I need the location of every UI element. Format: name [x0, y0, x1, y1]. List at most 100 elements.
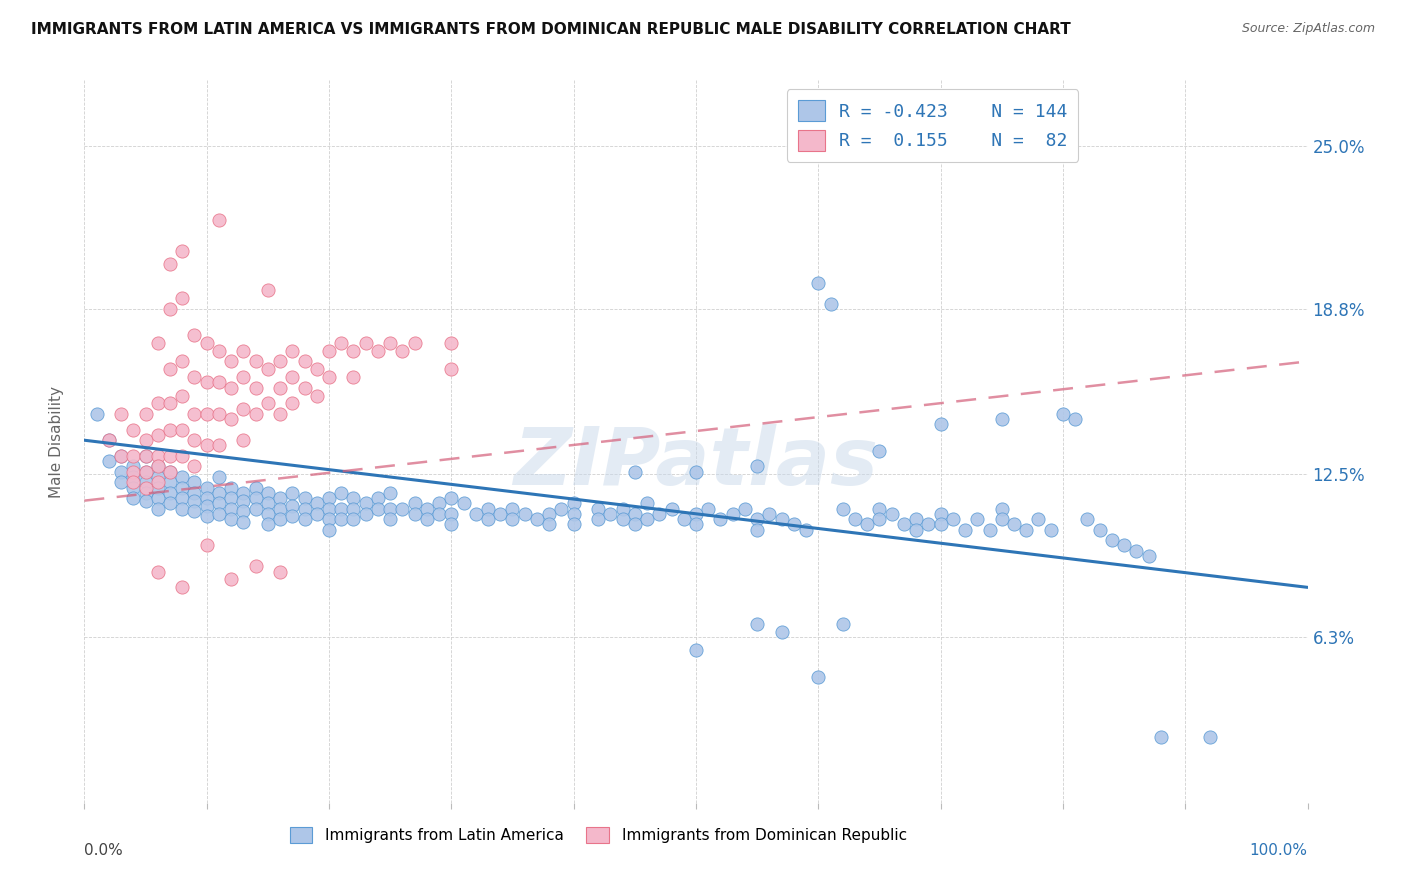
Point — [281, 485, 304, 500]
Point — [269, 501, 291, 516]
Point — [219, 512, 242, 526]
Point — [440, 491, 463, 505]
Point — [929, 517, 952, 532]
Point — [342, 501, 364, 516]
Point — [318, 370, 340, 384]
Point — [929, 507, 952, 521]
Point — [685, 465, 707, 479]
Point — [208, 470, 231, 484]
Point — [770, 625, 793, 640]
Point — [208, 343, 231, 358]
Point — [269, 512, 291, 526]
Point — [305, 507, 328, 521]
Point — [599, 507, 621, 521]
Point — [893, 517, 915, 532]
Point — [232, 485, 254, 500]
Point — [281, 509, 304, 524]
Point — [747, 523, 769, 537]
Point — [159, 301, 181, 316]
Point — [502, 501, 524, 516]
Point — [1028, 512, 1050, 526]
Point — [146, 459, 169, 474]
Point — [219, 381, 242, 395]
Point — [464, 507, 486, 521]
Point — [440, 362, 463, 376]
Point — [758, 507, 780, 521]
Point — [917, 517, 939, 532]
Point — [146, 501, 169, 516]
Point — [391, 501, 413, 516]
Point — [427, 507, 450, 521]
Point — [354, 496, 377, 510]
Point — [122, 449, 145, 463]
Point — [172, 481, 194, 495]
Point — [281, 370, 304, 384]
Point — [318, 491, 340, 505]
Point — [770, 512, 793, 526]
Point — [183, 459, 205, 474]
Point — [1150, 730, 1173, 744]
Point — [135, 434, 157, 448]
Point — [122, 475, 145, 490]
Point — [183, 407, 205, 421]
Point — [489, 507, 512, 521]
Point — [122, 423, 145, 437]
Point — [146, 565, 169, 579]
Point — [453, 496, 475, 510]
Point — [869, 512, 891, 526]
Point — [991, 412, 1014, 426]
Point — [159, 449, 181, 463]
Point — [269, 407, 291, 421]
Point — [146, 470, 169, 484]
Point — [636, 512, 658, 526]
Point — [440, 517, 463, 532]
Point — [783, 517, 806, 532]
Point — [159, 465, 181, 479]
Point — [318, 343, 340, 358]
Point — [208, 485, 231, 500]
Point — [318, 523, 340, 537]
Point — [1052, 407, 1074, 421]
Point — [747, 459, 769, 474]
Point — [342, 370, 364, 384]
Point — [586, 501, 609, 516]
Point — [245, 481, 267, 495]
Point — [636, 496, 658, 510]
Point — [1125, 543, 1147, 558]
Point — [367, 491, 389, 505]
Point — [294, 491, 316, 505]
Point — [219, 573, 242, 587]
Point — [146, 481, 169, 495]
Point — [305, 496, 328, 510]
Point — [1039, 523, 1062, 537]
Point — [330, 485, 353, 500]
Point — [257, 396, 280, 410]
Point — [232, 515, 254, 529]
Text: IMMIGRANTS FROM LATIN AMERICA VS IMMIGRANTS FROM DOMINICAN REPUBLIC MALE DISABIL: IMMIGRANTS FROM LATIN AMERICA VS IMMIGRA… — [31, 22, 1071, 37]
Point — [318, 512, 340, 526]
Point — [648, 507, 671, 521]
Point — [195, 491, 218, 505]
Point — [135, 481, 157, 495]
Point — [1198, 730, 1220, 744]
Point — [245, 381, 267, 395]
Point — [794, 523, 817, 537]
Point — [183, 328, 205, 343]
Point — [979, 523, 1001, 537]
Text: 100.0%: 100.0% — [1250, 843, 1308, 857]
Point — [257, 485, 280, 500]
Point — [380, 501, 402, 516]
Point — [110, 449, 132, 463]
Point — [427, 496, 450, 510]
Point — [269, 565, 291, 579]
Point — [195, 509, 218, 524]
Point — [219, 491, 242, 505]
Legend: Immigrants from Latin America, Immigrants from Dominican Republic: Immigrants from Latin America, Immigrant… — [284, 822, 912, 849]
Point — [219, 481, 242, 495]
Point — [869, 501, 891, 516]
Point — [330, 512, 353, 526]
Point — [122, 459, 145, 474]
Point — [612, 512, 634, 526]
Point — [538, 507, 561, 521]
Point — [195, 407, 218, 421]
